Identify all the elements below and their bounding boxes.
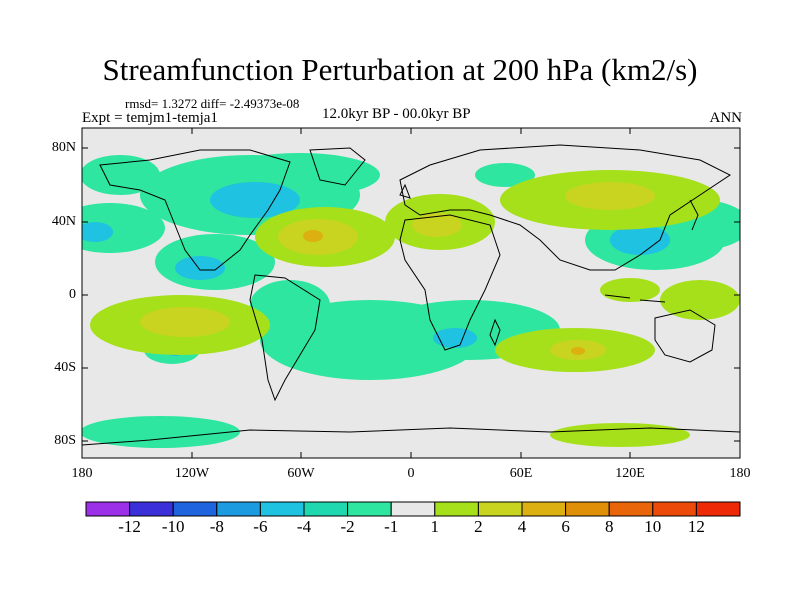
positive-anomaly-mid (140, 182, 655, 360)
lat-label-40s: 40S (54, 360, 76, 375)
experiment-label: Expt = temjm1-temja1 (82, 110, 218, 126)
lat-label-80n: 80N (51, 140, 76, 155)
lon-label-0: 0 (407, 466, 415, 481)
colorbar-swatch (521, 501, 567, 517)
lon-label-180w: 180 (71, 466, 93, 481)
colorbar-label: 8 (604, 517, 614, 536)
colorbar-label: -10 (161, 517, 185, 536)
colorbar-label: 6 (561, 517, 570, 536)
lon-label-60e: 60E (509, 466, 533, 481)
colorbar-swatch (695, 501, 741, 517)
colorbar-label: 1 (430, 517, 440, 536)
lat-label-40n: 40N (51, 214, 76, 229)
period-label: 12.0kyr BP - 00.0kyr BP (322, 106, 471, 122)
colorbar-label: -8 (209, 517, 224, 536)
colorbar-swatch (390, 501, 436, 517)
contour-field (82, 128, 740, 458)
negative-anomaly-mid (82, 182, 670, 356)
colorbar-swatch (565, 501, 610, 517)
colorbar-swatch (85, 501, 131, 517)
colorbar-swatch (434, 501, 479, 517)
colorbar-swatch (259, 501, 305, 517)
colorbar-swatch (172, 501, 218, 517)
colorbar-label: -6 (253, 517, 268, 536)
lon-label-180e: 180 (729, 466, 751, 481)
lon-label-120w: 120W (174, 466, 210, 481)
colorbar-swatch (347, 501, 392, 517)
lat-label-80s: 80S (54, 433, 76, 448)
season-label: ANN (709, 110, 743, 126)
colorbar-label: -2 (340, 517, 355, 536)
colorbar-label: 2 (474, 517, 483, 536)
axis-ticks (82, 128, 740, 458)
lat-label-0: 0 (69, 287, 76, 302)
positive-anomaly-strong (303, 230, 585, 355)
colorbar-swatch (303, 501, 349, 517)
stats-label: rmsd= 1.3272 diff= -2.49373e-08 (125, 96, 300, 111)
plot-title: Streamfunction Perturbation at 200 hPa (… (102, 52, 698, 87)
colorbar-swatch (129, 501, 174, 517)
colorbar-label: 4 (517, 517, 527, 536)
colorbar-swatch (652, 501, 697, 517)
colorbar-label: -12 (118, 517, 141, 536)
colorbar-swatch (216, 501, 261, 517)
colorbar-label: -1 (384, 517, 399, 536)
colorbar-label: -4 (296, 517, 312, 536)
colorbar-swatch (608, 501, 654, 517)
colorbar-label: 12 (687, 517, 705, 536)
lon-label-60w: 60W (287, 466, 315, 481)
colorbar-swatch (477, 501, 523, 517)
colorbar-label: 10 (644, 517, 662, 536)
coastlines (82, 144, 740, 446)
lon-label-120e: 120E (615, 466, 645, 481)
